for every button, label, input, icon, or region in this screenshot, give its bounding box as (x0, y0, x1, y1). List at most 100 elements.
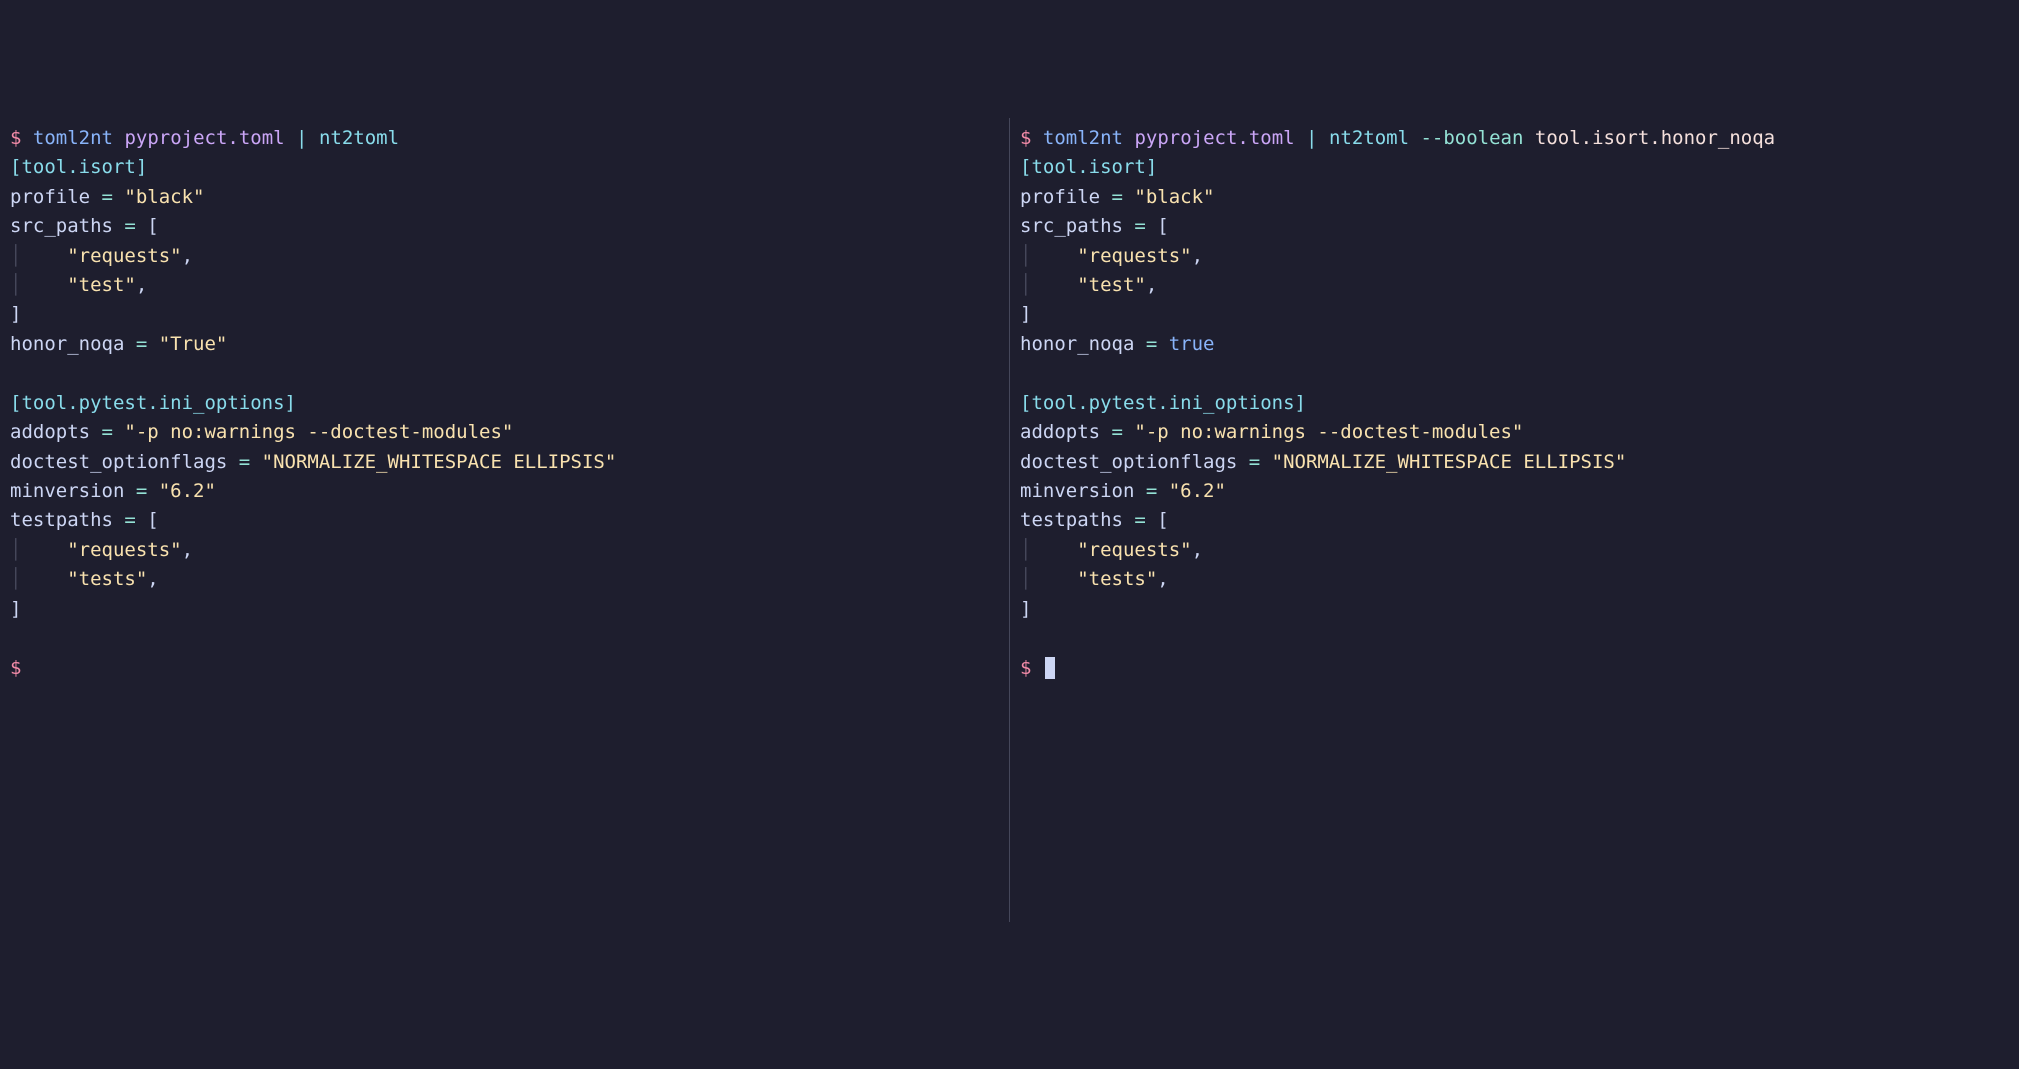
toml-comma: , (136, 274, 147, 296)
toml-eq: = (1123, 215, 1157, 237)
toml-string: "black" (1134, 186, 1214, 208)
toml-eq: = (113, 509, 147, 531)
toml-bracket: ] (10, 303, 21, 325)
terminal-cursor (1045, 657, 1055, 679)
toml-comma: , (1157, 568, 1168, 590)
command-flag: --boolean (1420, 127, 1523, 149)
toml-key: src_paths (10, 215, 113, 237)
toml-key: src_paths (1020, 215, 1123, 237)
toml-string: "True" (159, 333, 228, 355)
toml-bracket: ] (1020, 598, 1031, 620)
toml-string: "NORMALIZE_WHITESPACE ELLIPSIS" (1272, 451, 1627, 473)
toml-boolean: true (1169, 333, 1215, 355)
toml-eq: = (1123, 509, 1157, 531)
toml-string: "-p no:warnings --doctest-modules" (1134, 421, 1523, 443)
toml-eq: = (124, 333, 158, 355)
toml-eq: = (113, 215, 147, 237)
toml-string: "tests" (1077, 568, 1157, 590)
indent-guide: │ (1020, 245, 1031, 267)
toml-comma: , (1192, 245, 1203, 267)
toml-comma: , (182, 245, 193, 267)
indent-guide: │ (10, 274, 21, 296)
prompt-symbol: $ (1020, 657, 1031, 679)
command-flag-arg: tool.isort.honor_noqa (1535, 127, 1775, 149)
indent (1031, 539, 1077, 561)
prompt-symbol: $ (10, 127, 21, 149)
indent-guide: │ (10, 539, 21, 561)
indent (1031, 568, 1077, 590)
toml-comma: , (1192, 539, 1203, 561)
toml-bracket: [ (1157, 509, 1168, 531)
terminal-pane-left[interactable]: $ toml2nt pyproject.toml | nt2toml [tool… (0, 118, 1009, 922)
toml-eq: = (227, 451, 261, 473)
indent-guide: │ (10, 245, 21, 267)
pipe-symbol: | (1306, 127, 1317, 149)
indent-guide: │ (1020, 568, 1031, 590)
toml-string: "test" (1077, 274, 1146, 296)
indent (1031, 245, 1077, 267)
toml-bracket: [ (1157, 215, 1168, 237)
toml-string: "requests" (1077, 539, 1191, 561)
toml-eq: = (1134, 480, 1168, 502)
indent (21, 568, 67, 590)
toml-string: "requests" (1077, 245, 1191, 267)
toml-string: "6.2" (1169, 480, 1226, 502)
toml-string: "-p no:warnings --doctest-modules" (124, 421, 513, 443)
toml-section: [tool.pytest.ini_options] (1020, 392, 1306, 414)
toml-bracket: ] (10, 598, 21, 620)
toml-string: "6.2" (159, 480, 216, 502)
toml-section: [tool.isort] (10, 156, 147, 178)
toml-key: honor_noqa (1020, 333, 1134, 355)
toml-eq: = (124, 480, 158, 502)
toml-key: profile (1020, 186, 1100, 208)
indent (21, 245, 67, 267)
indent-guide: │ (1020, 274, 1031, 296)
toml-eq: = (1100, 186, 1134, 208)
indent-guide: │ (10, 568, 21, 590)
toml-string: "NORMALIZE_WHITESPACE ELLIPSIS" (262, 451, 617, 473)
toml-string: "requests" (67, 245, 181, 267)
indent (1031, 274, 1077, 296)
toml-bracket: ] (1020, 303, 1031, 325)
toml-key: minversion (1020, 480, 1134, 502)
toml-eq: = (90, 421, 124, 443)
toml-string: "black" (124, 186, 204, 208)
indent (21, 539, 67, 561)
indent-guide: │ (1020, 539, 1031, 561)
toml-key: honor_noqa (10, 333, 124, 355)
toml-eq: = (1134, 333, 1168, 355)
toml-string: "requests" (67, 539, 181, 561)
toml-key: doctest_optionflags (1020, 451, 1237, 473)
command-nt2toml: nt2toml (1329, 127, 1409, 149)
terminal-pane-right[interactable]: $ toml2nt pyproject.toml | nt2toml --boo… (1010, 118, 2019, 922)
toml-key: testpaths (1020, 509, 1123, 531)
command-nt2toml: nt2toml (319, 127, 399, 149)
prompt-symbol: $ (1020, 127, 1031, 149)
toml-eq: = (1100, 421, 1134, 443)
toml-bracket: [ (147, 509, 158, 531)
toml-string: "tests" (67, 568, 147, 590)
toml-key: doctest_optionflags (10, 451, 227, 473)
toml-key: addopts (10, 421, 90, 443)
command-toml2nt: toml2nt (1043, 127, 1123, 149)
indent (21, 274, 67, 296)
toml-comma: , (182, 539, 193, 561)
toml-key: profile (10, 186, 90, 208)
toml-comma: , (147, 568, 158, 590)
prompt-symbol: $ (10, 657, 21, 679)
toml-eq: = (1237, 451, 1271, 473)
command-toml2nt: toml2nt (33, 127, 113, 149)
toml-key: testpaths (10, 509, 113, 531)
toml-bracket: [ (147, 215, 158, 237)
command-arg: pyproject.toml (1134, 127, 1294, 149)
toml-comma: , (1146, 274, 1157, 296)
toml-key: minversion (10, 480, 124, 502)
toml-section: [tool.pytest.ini_options] (10, 392, 296, 414)
toml-section: [tool.isort] (1020, 156, 1157, 178)
toml-key: addopts (1020, 421, 1100, 443)
toml-string: "test" (67, 274, 136, 296)
command-arg: pyproject.toml (124, 127, 284, 149)
terminal-split: $ toml2nt pyproject.toml | nt2toml [tool… (0, 118, 2019, 922)
toml-eq: = (90, 186, 124, 208)
pipe-symbol: | (296, 127, 307, 149)
